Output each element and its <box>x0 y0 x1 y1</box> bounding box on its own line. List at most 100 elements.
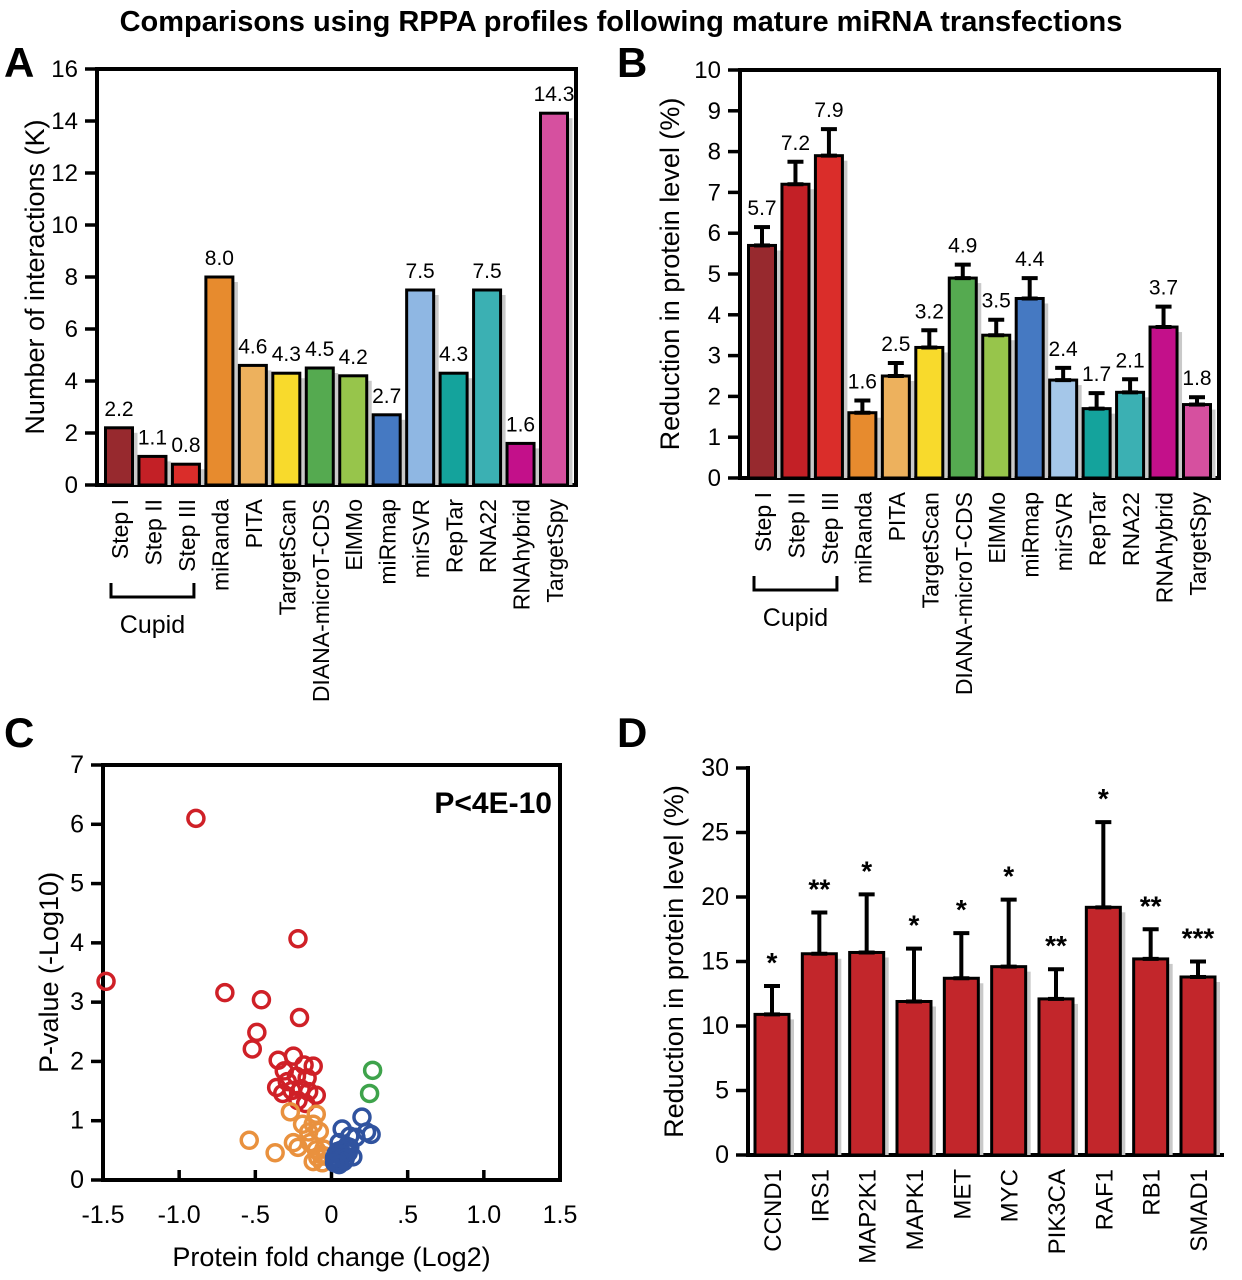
scatter-series-green <box>359 1060 383 1104</box>
value-label: 3.7 <box>1149 277 1178 300</box>
y-tick-label: 0 <box>715 1141 729 1169</box>
data-point <box>280 1102 301 1122</box>
error-bar <box>953 931 970 981</box>
significance-stars: * <box>861 855 872 886</box>
data-point <box>251 990 272 1010</box>
category-label: PITA <box>241 498 267 548</box>
category-label: RB1 <box>1139 1169 1166 1216</box>
bar-RAF1 <box>1084 905 1122 1157</box>
value-label: 2.1 <box>1115 349 1144 372</box>
x-tick-label: -1.0 <box>158 1201 201 1229</box>
panel-c-scatter-plot: 0 1 2 3 4 5 6 7 -1.5 -1.0 -.5 0 .5 1.0 1.5 P-value (-Lo… <box>34 751 577 1272</box>
bar-MAP2K1 <box>848 950 886 1157</box>
error-bar <box>1088 391 1105 411</box>
value-label: 1.7 <box>1082 363 1111 386</box>
value-label: 4.5 <box>305 338 334 361</box>
y-tick-label: 5 <box>715 1077 729 1105</box>
category-label: RNAhybrid <box>509 499 535 610</box>
bar-TargetSpy <box>539 111 569 487</box>
category-label: miRmap <box>1018 492 1044 578</box>
y-tick-label: 0 <box>65 472 78 499</box>
bar-RepTar <box>438 371 469 487</box>
category-label: TargetSpy <box>1185 492 1211 596</box>
y-axis: 0 1 2 3 4 5 6 7 <box>70 751 103 1194</box>
bar-MET <box>942 976 980 1157</box>
bar-MAPK1 <box>895 999 933 1157</box>
value-label: 7.5 <box>406 260 435 283</box>
error-bar <box>858 892 875 955</box>
data-point <box>239 1130 259 1151</box>
panel-a-bar-chart: 0 2 4 6 8 10 12 14 16 Number of interactions (K) 2… <box>20 56 578 702</box>
data-point <box>288 928 308 949</box>
category-label: Step I <box>107 499 133 559</box>
error-bar <box>1021 276 1038 301</box>
category-label: PIK3CA <box>1044 1169 1071 1254</box>
y-tick-label: 3 <box>70 988 84 1016</box>
value-label: 7.9 <box>814 99 843 122</box>
y-axis-title: Reduction in protein level (%) <box>659 785 689 1138</box>
bar-PITA <box>880 374 911 480</box>
y-tick-label: 14 <box>51 108 78 135</box>
value-label: 2.4 <box>1049 338 1079 361</box>
data-point <box>265 1142 285 1163</box>
category-label: TargetScan <box>274 499 300 615</box>
bar-CCND1 <box>753 1012 791 1157</box>
y-tick-label: 3 <box>708 343 721 370</box>
y-tick-label: 10 <box>51 212 78 239</box>
error-bar <box>1155 304 1172 330</box>
y-tick-label: 10 <box>694 57 721 84</box>
y-tick-label: 8 <box>65 264 78 291</box>
y-tick-label: 0 <box>708 465 721 492</box>
bar-ElMMo <box>981 333 1012 480</box>
scatter-series-red <box>96 808 327 1114</box>
value-label: 1.8 <box>1182 367 1211 390</box>
bar-RB1 <box>1132 957 1170 1157</box>
category-label: Step II <box>783 492 809 558</box>
bars: 5.7 7.27.9 1.62.53.2 4.9 3.54.4 2.41.72.1 3.7 1… <box>747 99 1216 480</box>
panel-a-letter: A <box>4 39 35 86</box>
error-bar <box>1000 897 1017 969</box>
y-tick-label: 5 <box>708 261 721 288</box>
y-tick-label: 2 <box>70 1047 84 1075</box>
data-point <box>186 808 206 829</box>
bar-DIANA-microT-CDS <box>947 276 978 480</box>
y-tick-label: 4 <box>708 302 721 329</box>
data-point <box>303 1151 323 1172</box>
error-bar <box>887 360 904 378</box>
data-point <box>362 1060 383 1081</box>
bar-RNAhybrid <box>505 441 536 487</box>
category-label: Step III <box>817 492 843 565</box>
error-bar <box>921 328 938 350</box>
data-point <box>359 1083 380 1104</box>
bar-DIANA-microT-CDS <box>304 366 335 487</box>
category-label: ElMMo <box>341 499 367 571</box>
value-label: 4.9 <box>948 235 977 258</box>
category-label: TargetScan <box>917 492 943 608</box>
bar-miRanda <box>847 411 878 480</box>
significance-stars: ** <box>808 873 830 904</box>
y-tick-label: 0 <box>70 1166 84 1194</box>
bar-PITA <box>237 363 268 487</box>
data-point <box>247 1022 267 1043</box>
error-bar <box>988 317 1005 338</box>
y-tick-label: 1 <box>70 1107 84 1135</box>
bars: 2.21.1 0.88.04.6 4.3 4.5 4.22.77.54.37.51.61… <box>104 83 574 487</box>
panel-d-letter: D <box>617 709 648 756</box>
category-label: mirSVR <box>408 499 434 578</box>
y-tick-label: 25 <box>701 819 729 847</box>
y-tick-label: 1 <box>708 424 721 451</box>
x-tick-label: -.5 <box>241 1201 270 1229</box>
bar-mirSVR <box>405 288 436 487</box>
group-bracket: Cupid <box>109 583 196 639</box>
x-axis: -1.5 -1.0 -.5 0 .5 1.0 1.5 <box>81 1170 577 1229</box>
value-label: 8.0 <box>205 247 234 270</box>
category-label: Step II <box>140 499 166 565</box>
bar-miRanda <box>204 275 235 487</box>
category-label: CCND1 <box>760 1169 787 1252</box>
error-bar <box>820 127 837 158</box>
value-label: 4.3 <box>272 343 301 366</box>
scatter-series-blue <box>324 1107 381 1175</box>
error-bar <box>764 984 780 1017</box>
value-label: 7.2 <box>781 132 810 155</box>
y-tick-label: 5 <box>70 870 84 898</box>
